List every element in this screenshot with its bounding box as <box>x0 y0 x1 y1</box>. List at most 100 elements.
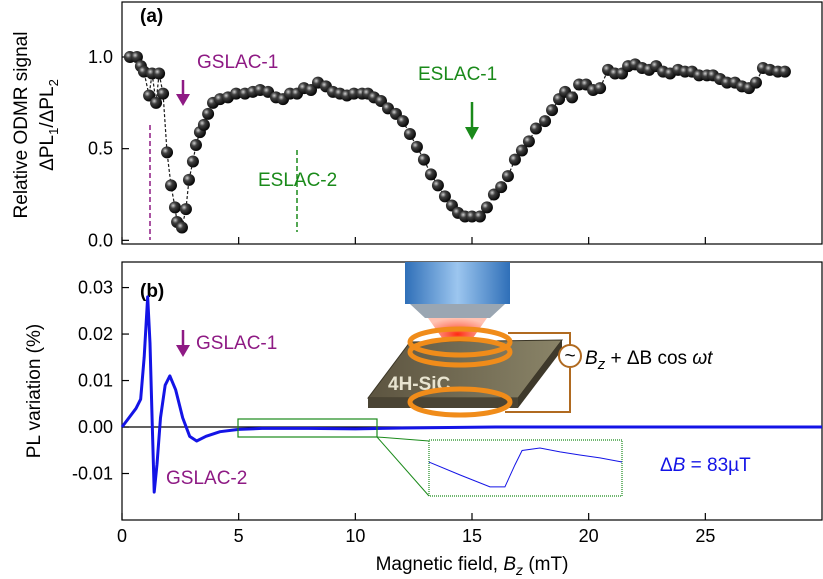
inset-frame <box>428 439 623 497</box>
data-point <box>522 135 535 148</box>
annotation: ESLAC-1 <box>418 64 497 85</box>
data-point <box>396 115 409 128</box>
objective-lens <box>410 304 505 318</box>
data-point <box>197 118 210 131</box>
text-part: B <box>503 554 516 575</box>
source-symbol: ~ <box>564 346 575 367</box>
y-tick-label: 0.01 <box>78 371 113 391</box>
data-point <box>539 115 552 128</box>
data-point <box>594 82 607 95</box>
x-tick-label: 0 <box>117 526 127 546</box>
data-point <box>403 128 416 140</box>
data-line <box>120 295 822 494</box>
y-tick-label: 0.02 <box>78 324 113 344</box>
zoom-line <box>376 436 430 442</box>
data-point <box>153 67 166 80</box>
panel-label: (b) <box>140 281 164 302</box>
arrow-head <box>465 127 479 140</box>
coil <box>407 386 513 418</box>
y-tick-label: -0.01 <box>72 464 113 484</box>
sample-edge <box>518 340 562 408</box>
illustration: 4H-SiC ~ Bz + ΔB cos ωt <box>367 262 713 418</box>
data-point <box>130 51 143 63</box>
y-tick-label: 0.00 <box>78 417 113 437</box>
x-tick-label: 25 <box>695 526 715 546</box>
data-point <box>438 190 451 203</box>
panel-label: (a) <box>140 6 163 27</box>
annotation: GSLAC-1 <box>196 333 277 354</box>
y-axis-label: ΔPL1/ΔPL2 <box>37 79 61 171</box>
text-part: /ΔPL <box>37 86 58 127</box>
data-point <box>495 181 508 194</box>
data-point <box>186 155 199 168</box>
data-point <box>202 107 215 120</box>
arrows <box>149 80 479 357</box>
y-axis-label: PL variation (%) <box>24 324 45 458</box>
data-point <box>168 201 181 214</box>
sample-edge <box>368 398 518 408</box>
data-point <box>566 91 579 104</box>
y-axis-label: Relative ODMR signal <box>11 32 32 219</box>
text-part: B <box>585 348 598 369</box>
data-point <box>778 65 791 78</box>
data-point <box>529 122 542 135</box>
inset-line <box>428 447 623 488</box>
data-point <box>501 170 514 183</box>
drive-label: Bz + ΔB cos ωt <box>585 348 713 373</box>
coil <box>407 336 513 368</box>
data-point <box>417 153 430 166</box>
x-tick-label: 5 <box>234 526 244 546</box>
data-point <box>515 144 528 157</box>
data-point <box>175 221 188 234</box>
annotation: GSLAC-2 <box>166 468 247 489</box>
zoom-box <box>237 418 378 438</box>
data-point <box>473 210 486 223</box>
data-point <box>189 139 202 151</box>
data-point <box>182 173 195 186</box>
source <box>558 344 582 368</box>
text-part: B <box>673 455 686 476</box>
data-point <box>480 201 493 214</box>
wire <box>508 332 571 345</box>
x-axis-label: Magnetic field, Bz (mT) <box>376 554 569 578</box>
text-part: z <box>515 562 523 578</box>
data-point <box>157 87 170 100</box>
data-point <box>546 104 559 117</box>
coil <box>407 326 513 358</box>
y-tick-label: 1.0 <box>88 47 113 67</box>
text-part: ω <box>692 348 707 369</box>
data-point <box>431 179 444 192</box>
zoom-line <box>376 436 430 497</box>
data-point <box>161 146 174 159</box>
arrow-head <box>176 345 190 357</box>
annotation: GSLAC-1 <box>197 52 278 73</box>
y-tick-label: 0.0 <box>88 230 113 250</box>
text-part: (mT) <box>523 554 568 575</box>
data-point <box>410 140 423 153</box>
x-tick-label: 10 <box>345 526 365 546</box>
data-point <box>179 203 192 216</box>
data-point <box>749 76 762 89</box>
objective <box>405 262 510 304</box>
y-tick-label: 0.5 <box>88 139 113 159</box>
annotation: ESLAC-2 <box>258 170 337 191</box>
data-point <box>150 96 163 109</box>
text-part: Δ <box>660 455 673 476</box>
data-point <box>230 87 243 100</box>
data-point <box>424 168 437 181</box>
delta-b-label: ΔB = 83µT <box>660 455 751 476</box>
text-part: t <box>707 348 713 369</box>
inset <box>237 418 623 497</box>
arrow-head <box>176 94 190 106</box>
text-part: + ΔB cos <box>605 348 692 369</box>
x-tick-label: 20 <box>579 526 599 546</box>
wire <box>505 368 571 413</box>
text-part: 1 <box>46 128 61 135</box>
data-point <box>487 188 500 201</box>
x-tick-label: 15 <box>462 526 482 546</box>
data-point <box>165 179 177 192</box>
text-part: Magnetic field, <box>376 554 504 575</box>
text-part: z <box>597 356 606 373</box>
data-point <box>508 153 521 166</box>
